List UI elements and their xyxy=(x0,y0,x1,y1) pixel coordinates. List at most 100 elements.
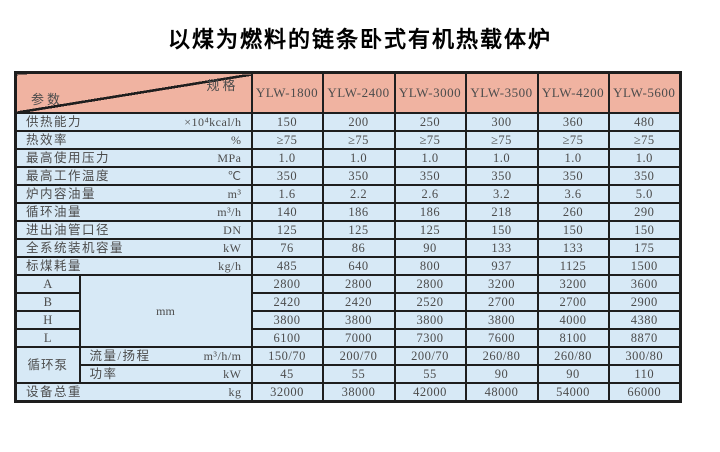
row-unit: MPa xyxy=(217,151,242,165)
table-row: 循环油量 m³/h 140 186 186 218 260 290 xyxy=(14,202,682,222)
row-label-cell: 功率 kW xyxy=(78,364,253,384)
value-cell: 150 xyxy=(250,112,324,132)
value-cell: 3800 xyxy=(321,310,396,330)
row-unit: kW xyxy=(223,241,242,255)
row-label-cell: 循环油量 m³/h xyxy=(14,202,253,222)
row-label: 标煤耗量 xyxy=(26,259,83,273)
model-header: YLW-4200 xyxy=(536,71,610,114)
value-cell: 2420 xyxy=(321,292,396,312)
row-unit: kg/h xyxy=(218,259,242,273)
value-cell: 3800 xyxy=(464,310,539,330)
value-cell: 1500 xyxy=(607,256,682,276)
value-cell: 3.2 xyxy=(464,184,539,204)
model-header: YLW-1800 xyxy=(250,71,324,114)
value-cell: 937 xyxy=(464,256,539,276)
value-cell: 6100 xyxy=(250,328,324,348)
row-unit: kg xyxy=(228,385,242,399)
value-cell: 86 xyxy=(321,238,396,258)
value-cell: 90 xyxy=(393,238,467,258)
value-cell: 125 xyxy=(321,220,396,240)
row-label-cell: 进出油管口径 DN xyxy=(14,220,253,240)
value-cell: 38000 xyxy=(321,382,396,403)
value-cell: 2.6 xyxy=(393,184,467,204)
value-cell: 218 xyxy=(464,202,539,222)
row-label-cell: 热效率% xyxy=(14,130,253,150)
value-cell: 125 xyxy=(393,220,467,240)
corner-cell: 规格 参数 xyxy=(14,71,253,114)
value-cell: 260/80 xyxy=(464,346,539,366)
model-header: YLW-3000 xyxy=(393,71,467,114)
value-cell: 2700 xyxy=(464,292,539,312)
value-cell: 800 xyxy=(393,256,467,276)
value-cell: 200/70 xyxy=(393,346,467,366)
value-cell: 133 xyxy=(464,238,539,258)
row-label: 全系统装机容量 xyxy=(26,241,125,255)
row-unit: m³/h/m xyxy=(203,349,242,363)
value-cell: 8870 xyxy=(607,328,682,348)
row-label: 热效率 xyxy=(26,133,69,147)
value-cell: 66000 xyxy=(607,382,682,403)
value-cell: 2800 xyxy=(393,274,467,294)
table-row: 进出油管口径 DN 125 125 125 150 150 150 xyxy=(14,220,682,240)
row-label-cell: 全系统装机容量 kW xyxy=(14,238,253,258)
row-label: 功率 xyxy=(89,367,118,381)
value-cell: 485 xyxy=(250,256,324,276)
value-cell: 350 xyxy=(393,166,467,186)
value-cell: 300 xyxy=(464,112,539,132)
value-cell: 2800 xyxy=(321,274,396,294)
value-cell: 480 xyxy=(607,112,682,132)
value-cell: 300/80 xyxy=(607,346,682,366)
row-label: 炉内容油量 xyxy=(26,187,97,201)
value-cell: 2520 xyxy=(393,292,467,312)
dimension-letter: B xyxy=(14,292,81,312)
value-cell: 150/70 xyxy=(250,346,324,366)
row-unit: kW xyxy=(223,367,242,381)
value-cell: 640 xyxy=(321,256,396,276)
value-cell: 350 xyxy=(250,166,324,186)
row-label: 循环油量 xyxy=(26,205,83,219)
value-cell: 186 xyxy=(321,202,396,222)
dimension-row: L 6100 7000 7300 7600 8100 8870 xyxy=(14,328,682,348)
value-cell: 2800 xyxy=(250,274,324,294)
value-cell: 150 xyxy=(464,220,539,240)
value-cell: 5.0 xyxy=(607,184,682,204)
row-unit: DN xyxy=(223,223,242,237)
value-cell: 260 xyxy=(536,202,610,222)
row-label-cell: 最高工作温度 ℃ xyxy=(14,166,253,186)
value-cell: 2900 xyxy=(607,292,682,312)
row-label-cell: 供热能力 ×10⁴kcal/h xyxy=(14,112,253,132)
dimension-letter: L xyxy=(14,328,81,348)
row-label-cell: 设备总重 kg xyxy=(14,382,253,403)
table-row: 供热能力 ×10⁴kcal/h 150 200 250 300 360 480 xyxy=(14,112,682,132)
value-cell: 250 xyxy=(393,112,467,132)
value-cell: 1.0 xyxy=(464,148,539,168)
corner-param-label: 参数 xyxy=(31,92,64,107)
value-cell: 1.0 xyxy=(536,148,610,168)
value-cell: 186 xyxy=(393,202,467,222)
value-cell: 42000 xyxy=(393,382,467,403)
value-cell: 350 xyxy=(536,166,610,186)
row-unit: m³/h xyxy=(217,205,242,219)
value-cell: 55 xyxy=(393,364,467,384)
value-cell: 3600 xyxy=(607,274,682,294)
model-header: YLW-3500 xyxy=(464,71,539,114)
row-label-cell: 炉内容油量 m³ xyxy=(14,184,253,204)
value-cell: 76 xyxy=(250,238,324,258)
row-label: 流量/扬程 xyxy=(89,349,151,363)
value-cell: ≥75 xyxy=(536,130,610,150)
value-cell: 200 xyxy=(321,112,396,132)
value-cell: 360 xyxy=(536,112,610,132)
row-label: 进出油管口径 xyxy=(26,223,111,237)
value-cell: ≥75 xyxy=(607,130,682,150)
value-cell: 3200 xyxy=(536,274,610,294)
model-header: YLW-5600 xyxy=(607,71,682,114)
row-label: 设备总重 xyxy=(26,385,83,399)
table-row: 炉内容油量 m³ 1.6 2.2 2.6 3.2 3.6 5.0 xyxy=(14,184,682,204)
value-cell: 175 xyxy=(607,238,682,258)
model-header: YLW-2400 xyxy=(321,71,396,114)
value-cell: 4380 xyxy=(607,310,682,330)
table-row: 最高工作温度 ℃ 350 350 350 350 350 350 xyxy=(14,166,682,186)
dimension-letter: H xyxy=(14,310,81,330)
value-cell: 125 xyxy=(250,220,324,240)
